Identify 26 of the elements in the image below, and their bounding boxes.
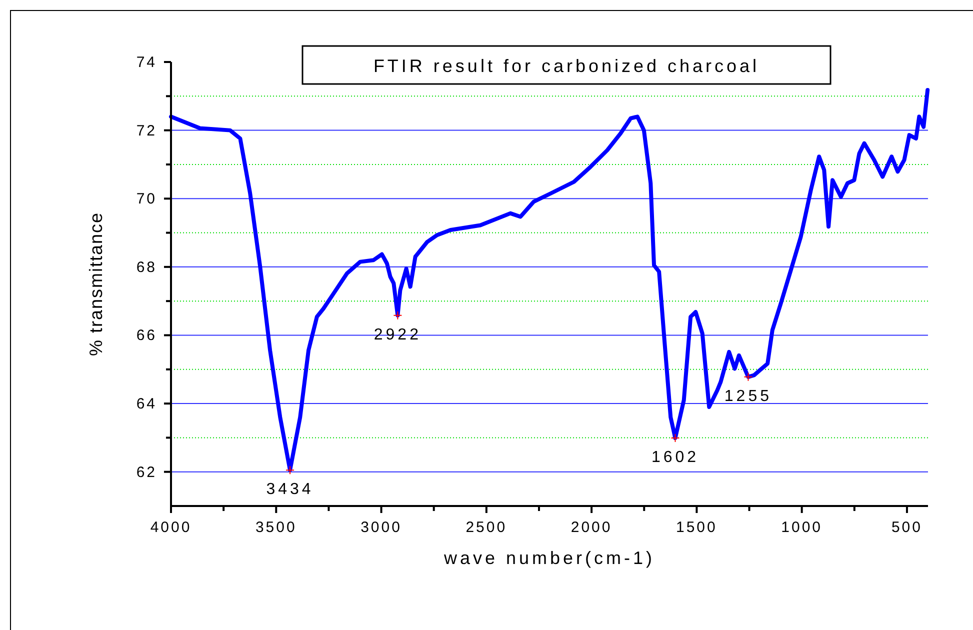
y-tick-label: 74 — [136, 54, 157, 71]
point — [393, 310, 402, 320]
chart-title: FTIR result for carbonized charcoal — [373, 56, 760, 76]
x-tick-label: 3500 — [255, 519, 297, 536]
y-tick-label: 62 — [136, 464, 157, 481]
y-tick-label: 64 — [136, 396, 157, 413]
point — [286, 466, 295, 475]
x-axis-title: wave number(cm-1) — [442, 548, 656, 568]
point — [670, 434, 680, 443]
y-tick-label: 66 — [136, 327, 157, 344]
y-tick-label: 70 — [136, 190, 157, 208]
annotation: 1255 — [724, 388, 772, 405]
annotation: 1602 — [651, 449, 700, 466]
y-axis-title: % transmittance — [86, 212, 106, 356]
x-tick-label: 1000 — [781, 519, 823, 536]
x-tick-label: 2500 — [466, 519, 508, 536]
x-tick-label: 1500 — [676, 519, 718, 536]
x-tick-label: 2000 — [570, 519, 612, 536]
y-tick-label: 72 — [136, 122, 157, 140]
x-tick-label: 4000 — [150, 519, 192, 536]
x-tick-label: 500 — [891, 519, 922, 536]
y-tick-label: 68 — [136, 258, 157, 276]
annotation: 3434 — [266, 481, 314, 498]
x-tick-label: 3000 — [360, 519, 402, 536]
point — [744, 372, 753, 382]
line-series — [169, 88, 930, 472]
